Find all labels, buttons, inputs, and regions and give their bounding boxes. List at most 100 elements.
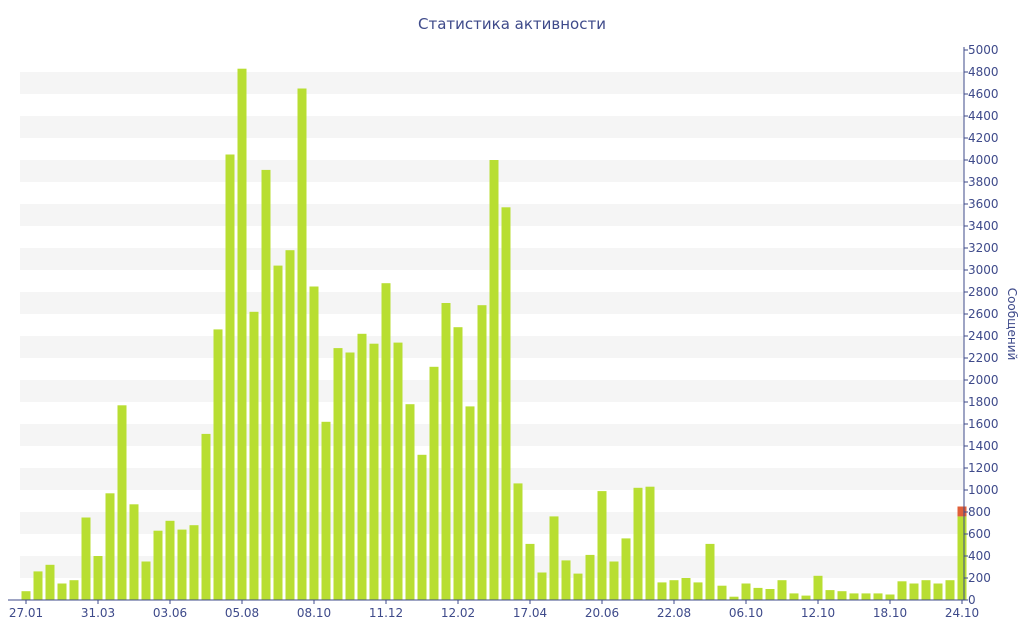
bar: [165, 520, 175, 600]
bar: [273, 265, 283, 600]
bar: [933, 583, 943, 600]
bar: [597, 491, 607, 600]
y-tick-label: 400: [968, 549, 991, 563]
bar: [429, 366, 439, 600]
x-tick-label: 31.03: [81, 606, 115, 620]
bar: [657, 582, 667, 600]
bar: [741, 583, 751, 600]
y-tick-label: 2000: [968, 373, 999, 387]
bar: [345, 352, 355, 600]
bar: [237, 68, 247, 600]
bars: [21, 68, 967, 601]
bar: [753, 587, 763, 600]
bar: [849, 593, 859, 600]
x-tick-label: 12.02: [441, 606, 475, 620]
bar: [801, 595, 811, 600]
bar: [537, 572, 547, 600]
y-tick-label: 1200: [968, 461, 999, 475]
bar: [405, 404, 415, 600]
bar: [177, 529, 187, 600]
y-tick-label: 3600: [968, 197, 999, 211]
x-tick-label: 17.04: [513, 606, 547, 620]
bar: [501, 207, 511, 601]
bar: [561, 560, 571, 600]
bar: [585, 554, 595, 600]
y-tick-label: 3200: [968, 241, 999, 255]
y-axis: 0 200 400 600 800 1000 1200 1400 1600 1800 2000 220…: [963, 43, 999, 607]
y-tick-label: 4800: [968, 65, 999, 79]
y-tick-label: 3000: [968, 263, 999, 277]
x-tick-label: 08.10: [297, 606, 331, 620]
bar: [93, 556, 103, 600]
x-tick-label: 03.06: [153, 606, 187, 620]
bar: [645, 486, 655, 600]
x-tick-label: 18.10: [873, 606, 907, 620]
bar: [45, 564, 55, 600]
bar: [261, 169, 271, 600]
bar: [693, 582, 703, 600]
bar: [225, 154, 235, 600]
x-tick-label: 20.06: [585, 606, 619, 620]
bar: [477, 305, 487, 600]
bar: [105, 493, 115, 600]
x-tick-label: 11.12: [369, 606, 403, 620]
bar: [141, 561, 151, 600]
bar-highlight: [957, 506, 967, 517]
y-tick-label: 4400: [968, 109, 999, 123]
grid-band: [20, 116, 964, 138]
x-tick-label: 24.10: [945, 606, 979, 620]
bar: [441, 303, 451, 600]
bar: [57, 583, 67, 600]
bar: [717, 585, 727, 600]
bar: [129, 504, 139, 600]
y-tick-label: 2600: [968, 307, 999, 321]
grid-band: [20, 72, 964, 94]
bar: [669, 580, 679, 600]
y-tick-label: 600: [968, 527, 991, 541]
bar: [885, 594, 895, 600]
y-tick-label: 200: [968, 571, 991, 585]
bar: [213, 329, 223, 600]
bar: [393, 342, 403, 600]
bar: [309, 286, 319, 600]
bar: [321, 421, 331, 600]
y-tick-label: 3800: [968, 175, 999, 189]
bar: [297, 88, 307, 600]
bar: [957, 516, 967, 600]
bar: [765, 589, 775, 600]
y-tick-label: 4600: [968, 87, 999, 101]
bar: [21, 591, 31, 600]
bar: [81, 517, 91, 600]
bar: [249, 311, 259, 600]
bar: [453, 327, 463, 600]
y-tick-label: 1800: [968, 395, 999, 409]
bar: [513, 483, 523, 600]
bar: [117, 405, 127, 600]
bar: [861, 593, 871, 600]
bar: [357, 333, 367, 600]
y-tick-label: 800: [968, 505, 991, 519]
bar: [549, 516, 559, 600]
bar: [189, 525, 199, 600]
x-tick-label: 05.08: [225, 606, 259, 620]
bar: [909, 583, 919, 600]
bar: [333, 348, 343, 600]
bar: [789, 593, 799, 600]
bar: [69, 580, 79, 600]
bar: [897, 581, 907, 600]
bar: [777, 580, 787, 600]
x-axis: 27.01 31.03 03.06 05.08 08.10 11.12 12.02 17.04…: [8, 599, 979, 620]
bar: [705, 543, 715, 600]
y-tick-label: 1600: [968, 417, 999, 431]
bar: [681, 578, 691, 600]
x-tick-label: 12.10: [801, 606, 835, 620]
y-tick-label: 2200: [968, 351, 999, 365]
bar: [609, 561, 619, 600]
bar: [33, 571, 43, 600]
y-tick-label: 1000: [968, 483, 999, 497]
bar: [921, 580, 931, 600]
y-tick-label: 4200: [968, 131, 999, 145]
bar: [285, 250, 295, 600]
y-tick-label: 1400: [968, 439, 999, 453]
